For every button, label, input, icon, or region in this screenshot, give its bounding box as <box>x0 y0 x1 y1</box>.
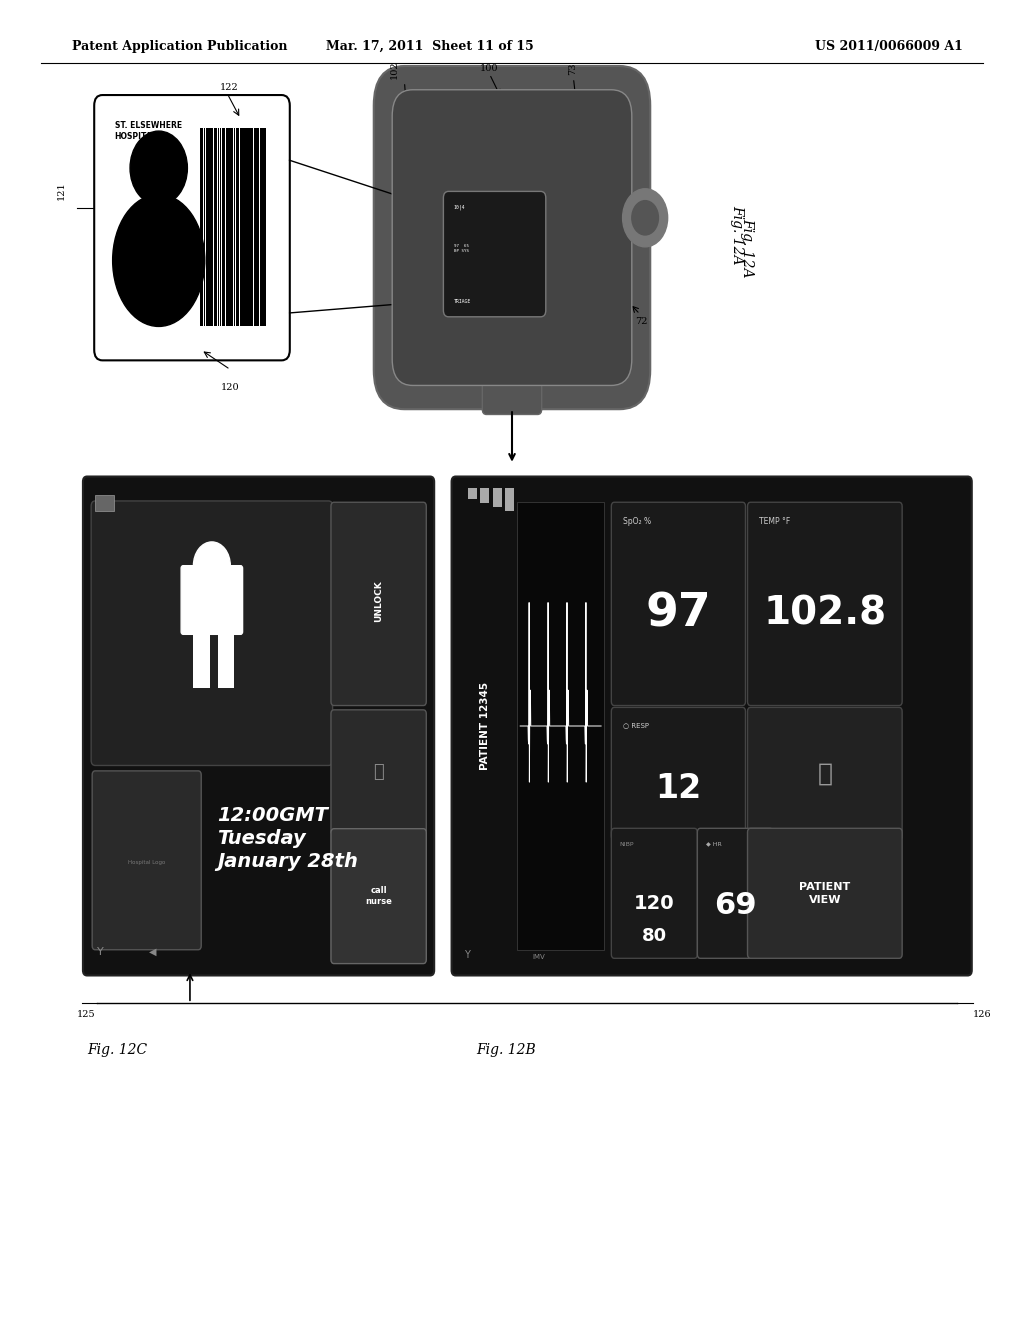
Bar <box>220 128 221 326</box>
Text: 102: 102 <box>390 61 398 79</box>
Ellipse shape <box>113 194 205 326</box>
Bar <box>217 128 219 326</box>
FancyBboxPatch shape <box>331 502 426 705</box>
Bar <box>194 630 210 689</box>
Bar <box>233 128 236 326</box>
FancyBboxPatch shape <box>748 502 902 705</box>
Bar <box>468 488 477 499</box>
Bar <box>245 128 248 326</box>
Text: ◆ HR: ◆ HR <box>706 842 721 846</box>
Bar <box>256 128 259 326</box>
Text: PATIENT 12345: PATIENT 12345 <box>480 682 490 770</box>
Bar <box>211 128 213 326</box>
Bar <box>200 128 203 326</box>
Text: 126: 126 <box>973 1010 991 1019</box>
FancyBboxPatch shape <box>611 502 745 705</box>
Text: 69: 69 <box>714 891 757 920</box>
Bar <box>249 128 253 326</box>
Text: Y: Y <box>97 946 104 957</box>
Bar <box>218 630 234 689</box>
FancyBboxPatch shape <box>611 708 745 840</box>
Bar <box>204 128 205 326</box>
Text: 125: 125 <box>77 1010 95 1019</box>
Circle shape <box>194 543 230 590</box>
FancyBboxPatch shape <box>92 771 201 950</box>
Text: PATIENT
VIEW: PATIENT VIEW <box>799 882 851 904</box>
FancyBboxPatch shape <box>452 477 972 975</box>
Bar <box>517 502 604 950</box>
FancyBboxPatch shape <box>83 477 434 975</box>
FancyBboxPatch shape <box>374 66 650 409</box>
Bar <box>214 128 217 326</box>
Text: 72: 72 <box>635 317 647 326</box>
Text: 102.8: 102.8 <box>763 595 887 632</box>
Text: Fig. 12A: Fig. 12A <box>740 218 755 277</box>
Text: Mar. 17, 2011  Sheet 11 of 15: Mar. 17, 2011 Sheet 11 of 15 <box>327 40 534 53</box>
Text: Fig. 12C: Fig. 12C <box>87 1043 147 1057</box>
Text: Y: Y <box>464 949 470 960</box>
Bar <box>240 128 242 326</box>
FancyBboxPatch shape <box>611 829 697 958</box>
Text: 97: 97 <box>645 591 712 636</box>
Bar <box>505 488 514 511</box>
Bar <box>243 128 244 326</box>
Text: Patent Application Publication: Patent Application Publication <box>72 40 287 53</box>
FancyBboxPatch shape <box>697 829 773 958</box>
Bar <box>260 128 262 326</box>
Text: UNLOCK: UNLOCK <box>374 581 383 622</box>
FancyBboxPatch shape <box>482 362 542 414</box>
Text: Fig. 12B: Fig. 12B <box>476 1043 536 1057</box>
FancyBboxPatch shape <box>392 90 632 385</box>
Text: SpO₂ %: SpO₂ % <box>623 516 650 525</box>
Text: ○ RESP: ○ RESP <box>623 722 648 727</box>
Text: ◀: ◀ <box>148 946 156 957</box>
Text: 121: 121 <box>57 182 66 201</box>
Bar <box>228 128 233 326</box>
Bar <box>254 128 256 326</box>
Text: 🔔: 🔔 <box>374 763 384 781</box>
Bar <box>206 128 211 326</box>
Text: Fig. 12A: Fig. 12A <box>730 205 744 264</box>
Text: 80: 80 <box>642 927 667 945</box>
Text: 73: 73 <box>568 63 578 75</box>
Text: TRIAGE: TRIAGE <box>454 298 471 304</box>
Bar <box>262 128 265 326</box>
Text: 🔔: 🔔 <box>817 762 833 785</box>
Circle shape <box>632 201 658 235</box>
Text: 12:00GMT
Tuesday
January 28th: 12:00GMT Tuesday January 28th <box>217 807 358 871</box>
Bar <box>222 128 225 326</box>
FancyBboxPatch shape <box>748 708 902 840</box>
Text: ST. ELSEWHERE
HOSPITAL: ST. ELSEWHERE HOSPITAL <box>115 121 182 141</box>
Text: 122: 122 <box>220 83 239 92</box>
Circle shape <box>623 189 668 247</box>
Circle shape <box>130 131 187 205</box>
Text: TEMP °F: TEMP °F <box>759 516 791 525</box>
Text: IMV: IMV <box>532 953 545 960</box>
Text: US 2011/0066009 A1: US 2011/0066009 A1 <box>815 40 963 53</box>
Text: 100: 100 <box>480 63 499 73</box>
Text: 120: 120 <box>634 894 675 912</box>
FancyBboxPatch shape <box>748 829 902 958</box>
Text: Hospital Logo: Hospital Logo <box>128 861 165 865</box>
Text: NIBP: NIBP <box>620 842 634 846</box>
Text: 120: 120 <box>221 383 240 392</box>
FancyBboxPatch shape <box>331 710 426 836</box>
Text: call
nurse: call nurse <box>366 887 392 906</box>
FancyBboxPatch shape <box>91 500 333 766</box>
Bar <box>493 488 502 507</box>
FancyBboxPatch shape <box>94 95 290 360</box>
FancyBboxPatch shape <box>331 829 426 964</box>
Text: 10|4: 10|4 <box>454 205 465 210</box>
Text: 97  65
BP SYS: 97 65 BP SYS <box>454 244 469 253</box>
Bar <box>480 488 489 503</box>
Bar <box>226 128 227 326</box>
Bar <box>95 495 114 511</box>
Bar <box>237 128 240 326</box>
FancyBboxPatch shape <box>181 566 243 635</box>
FancyBboxPatch shape <box>443 191 546 317</box>
Text: 12: 12 <box>655 772 701 805</box>
